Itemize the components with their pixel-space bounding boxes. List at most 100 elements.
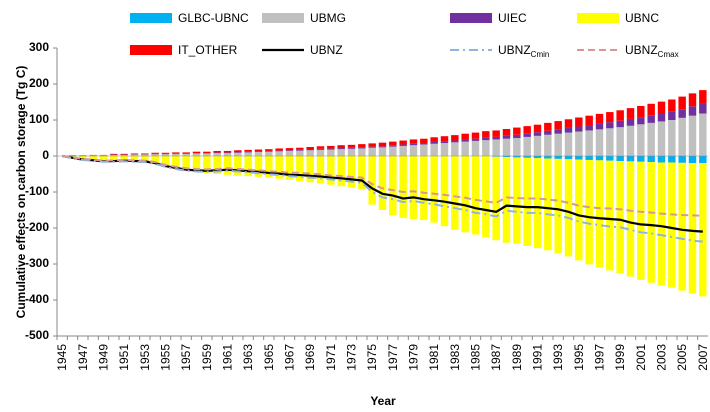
bar (378, 142, 387, 147)
bar (688, 106, 697, 116)
bar (471, 156, 480, 235)
legend-name: UBNZ (498, 43, 531, 57)
y-tick-label: 0 (42, 148, 49, 162)
bar (389, 141, 397, 146)
bar (585, 125, 593, 131)
bar (657, 113, 666, 122)
bar (523, 126, 531, 134)
bar (285, 156, 294, 180)
bar (606, 160, 614, 271)
bar (110, 156, 118, 162)
bar (378, 146, 387, 148)
bar (544, 122, 552, 131)
bar (275, 150, 283, 152)
x-tick-label: 1961 (221, 344, 235, 371)
bar (626, 161, 635, 277)
bar (130, 156, 139, 162)
bar (657, 162, 666, 286)
bar (502, 157, 511, 243)
bar (316, 156, 325, 184)
line (61, 155, 703, 243)
bar (647, 122, 655, 156)
bar (637, 105, 645, 118)
bar (523, 156, 531, 158)
bar (358, 148, 366, 156)
bar (120, 153, 128, 155)
bar (306, 156, 314, 183)
x-tick-label: 1997 (593, 344, 607, 371)
bar (533, 124, 542, 133)
bar (699, 163, 707, 297)
bar (430, 143, 438, 156)
bar (223, 152, 232, 154)
bar (440, 136, 449, 142)
bar (502, 156, 511, 158)
legend-label: UBMG (310, 11, 346, 25)
bar (554, 133, 562, 156)
bar (110, 153, 118, 155)
bar (688, 163, 697, 294)
bar (337, 156, 345, 187)
bar (575, 156, 583, 160)
bar (647, 162, 655, 283)
bar (564, 156, 573, 160)
bar (699, 90, 707, 104)
bar (203, 153, 211, 156)
bar (172, 152, 180, 154)
x-tick-label: 1995 (572, 344, 586, 371)
x-tick-label: 2001 (634, 344, 648, 371)
bar (564, 119, 573, 128)
bar (440, 141, 449, 144)
bar (172, 156, 180, 169)
bar (254, 152, 263, 156)
bar (688, 93, 697, 107)
bar (637, 161, 645, 280)
bar (616, 120, 624, 128)
bar (440, 143, 449, 156)
bar (213, 152, 221, 154)
bar (244, 152, 252, 156)
x-tick-label: 1969 (303, 344, 317, 371)
bar (141, 156, 149, 163)
bar (368, 146, 376, 148)
bar (130, 154, 139, 156)
bar (254, 156, 263, 177)
x-tick-label: 1975 (365, 344, 379, 371)
bar (595, 123, 604, 130)
bar (626, 125, 635, 156)
y-tick-label: -300 (25, 256, 49, 270)
bar (647, 156, 655, 163)
bar (244, 156, 252, 177)
bar (533, 132, 542, 136)
bar (275, 156, 283, 179)
bar (192, 151, 201, 154)
bar (316, 149, 325, 156)
bar (296, 147, 304, 150)
legend-label: UIEC (498, 11, 527, 25)
bar (440, 156, 449, 227)
bar (637, 117, 645, 125)
x-tick-label: 1983 (448, 344, 462, 371)
bar (585, 156, 593, 160)
x-tick-label: 1989 (510, 344, 524, 371)
bar (688, 156, 697, 164)
x-tick-label: 1967 (283, 344, 297, 371)
x-tick-label: 1957 (179, 344, 193, 371)
bar (285, 150, 294, 156)
bar (399, 156, 407, 218)
bar (192, 153, 201, 156)
bar (668, 120, 676, 156)
bar (678, 156, 686, 163)
bar (368, 147, 376, 156)
bar (368, 143, 376, 147)
bar (120, 156, 128, 162)
bar (575, 126, 583, 132)
bar (399, 144, 407, 146)
bar (626, 118, 635, 126)
bar (203, 151, 211, 154)
bar (575, 117, 583, 127)
bar (234, 150, 242, 153)
bar (564, 159, 573, 257)
bar (389, 156, 397, 216)
y-tick-label: 200 (29, 76, 49, 90)
